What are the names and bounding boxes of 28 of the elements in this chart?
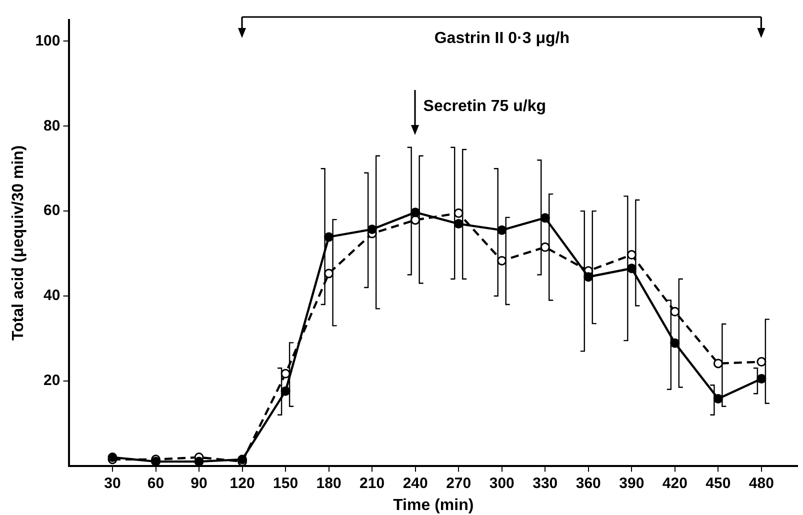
y-tick-label: 80	[44, 117, 60, 134]
x-tick-label: 150	[273, 474, 298, 492]
x-tick-label: 30	[104, 474, 121, 492]
point	[713, 358, 723, 368]
x-tick-label: 60	[147, 474, 164, 492]
x-tick-label: 390	[619, 474, 644, 492]
x-axis-title: Time (min)	[393, 496, 474, 514]
x-tick-label: 450	[706, 474, 731, 492]
point	[194, 456, 204, 466]
y-tick-label: 60	[44, 202, 60, 220]
annotation: Secretin 75 u/kg	[423, 98, 546, 116]
point	[756, 357, 766, 367]
x-tick-label: 330	[532, 474, 558, 492]
x-tick-label: 270	[446, 474, 472, 492]
x-tick-label: 480	[748, 474, 774, 492]
y-tick-label: 40	[44, 287, 60, 304]
x-tick-label: 240	[402, 474, 428, 492]
x-tick-label: 180	[316, 474, 342, 492]
y-axis-title: Total acid (μequiv/30 min)	[10, 145, 28, 341]
x-tick-label: 300	[489, 474, 514, 492]
x-tick-label: 360	[576, 474, 601, 492]
x-tick-label: 420	[662, 474, 688, 492]
x-tick-label: 120	[230, 474, 255, 492]
y-tick-label: 20	[44, 372, 60, 390]
x-tick-label: 210	[360, 474, 385, 492]
annotation: Gastrin II 0·3 μg/h	[434, 30, 570, 48]
x-tick-label: 90	[190, 474, 208, 492]
y-tick-label: 100	[35, 32, 60, 50]
